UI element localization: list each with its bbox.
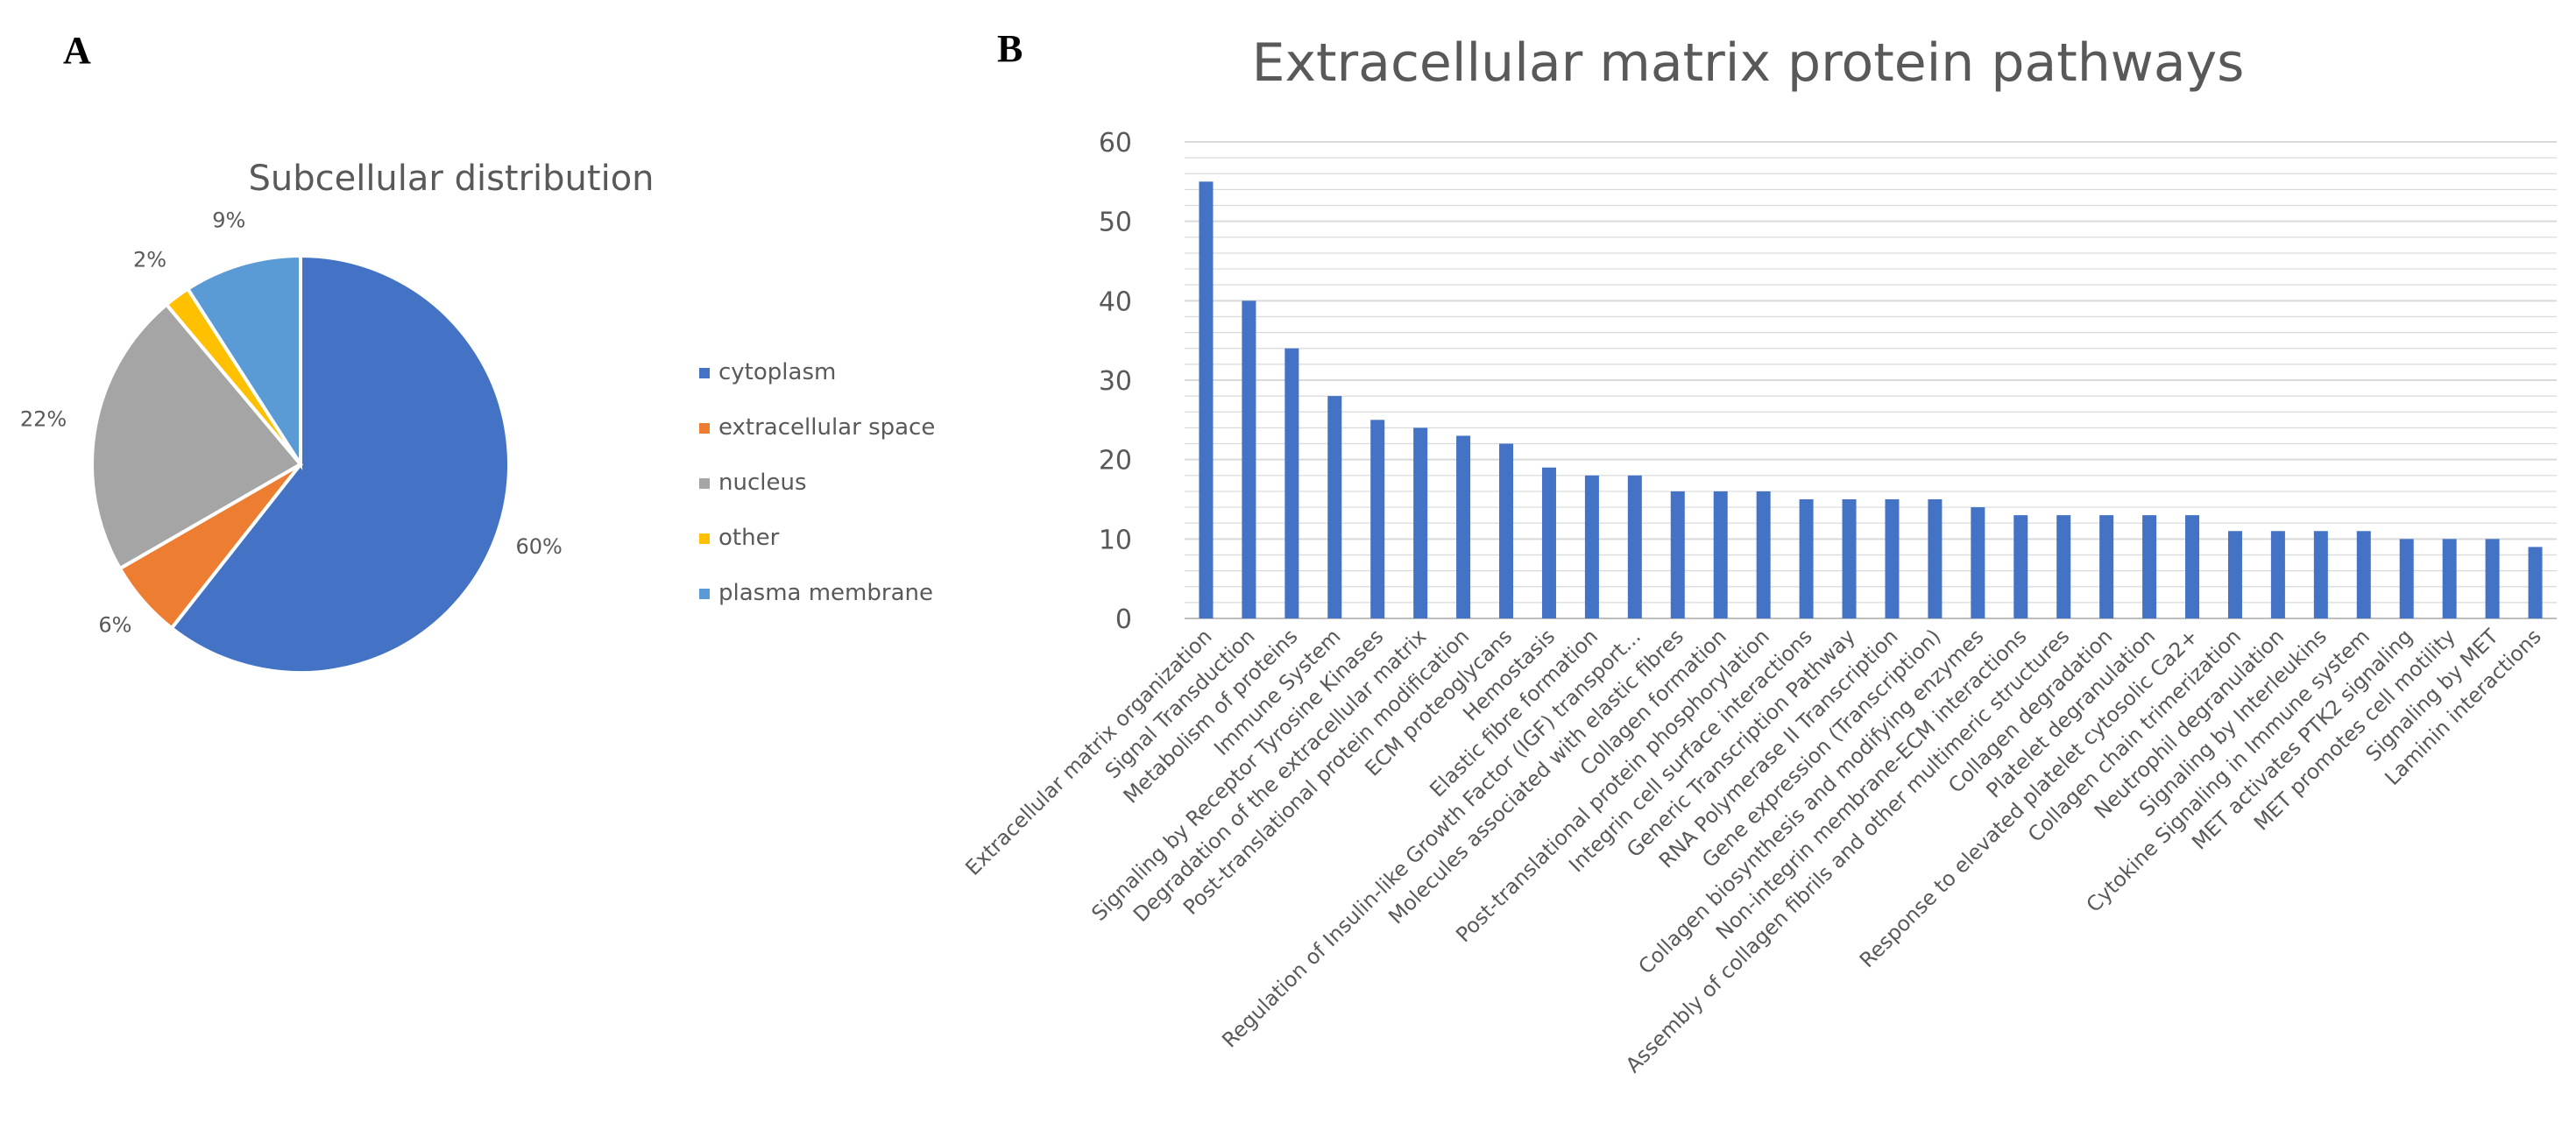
- bar-chart-title: Extracellular matrix protein pathways: [1252, 32, 2245, 94]
- bar-molecules-associated-with-elastic-fibres: [1670, 491, 1685, 618]
- bar-non-integrin-membrane-ecm-interactions: [2013, 515, 2028, 618]
- bar-signaling-by-interleukins: [2313, 531, 2328, 618]
- y-tick-label: 10: [1099, 525, 1132, 555]
- bar-rna-polymerase-ii-transcription: [1885, 499, 1900, 618]
- bar-ecm-proteoglycans: [1499, 443, 1514, 618]
- bar-immune-system: [1327, 396, 1342, 618]
- bar-signal-transduction: [1242, 300, 1256, 618]
- bar-cytokine-signaling-in-immune-system: [2356, 531, 2371, 618]
- bar-post-translational-protein-phosphorylation: [1756, 491, 1771, 618]
- bar-assembly-of-collagen-fibrils-and-other-multimeric-structures: [2056, 515, 2071, 618]
- bar-signaling-by-receptor-tyrosine-kinases: [1370, 420, 1385, 618]
- bar-signaling-by-met: [2485, 539, 2500, 618]
- bar-met-activates-ptk2-signaling: [2399, 539, 2414, 618]
- pie-data-labels: 60% 6% 22% 2% 9%: [20, 208, 563, 638]
- bar-collagen-chain-trimerization: [2227, 531, 2242, 618]
- pie-data-label-other: 2%: [133, 247, 166, 272]
- legend-swatch-nucleus: [699, 478, 710, 489]
- bar-regulation-of-insulin-like-growth-factor-igf-transport: [1627, 475, 1642, 618]
- y-tick-label: 60: [1099, 128, 1132, 159]
- pie-slice-nucleus: [90, 301, 304, 571]
- bar-response-to-elevated-platelet-cytosolic-ca2: [2185, 515, 2200, 618]
- bar-x-axis: Extracellular matrix organizationSignal …: [960, 624, 2546, 1077]
- bar-degradation-of-the-extracellular-matrix: [1413, 427, 1428, 618]
- pie-slice-cytoplasm: [169, 253, 511, 674]
- bar-collagen-biosynthesis-and-modifying-enzymes: [1971, 507, 1985, 618]
- bar-met-promotes-cell-motility: [2442, 539, 2457, 618]
- legend-label-extracellular-space: extracellular space: [718, 414, 935, 441]
- pie-chart: Subcellular distribution 60% 6% 22% 2% 9% cy…: [20, 159, 935, 674]
- y-tick-label: 0: [1115, 604, 1132, 635]
- bar-series: [1199, 181, 2543, 619]
- pie-data-label-plasma-membrane: 9%: [212, 208, 245, 233]
- legend-label-other: other: [718, 525, 780, 551]
- bar-collagen-formation: [1713, 491, 1728, 618]
- panel-b-label: B: [997, 27, 1023, 70]
- bar-gridlines: [1185, 141, 2557, 619]
- y-tick-label: 20: [1099, 446, 1132, 477]
- bar-integrin-cell-surface-interactions: [1799, 499, 1814, 618]
- x-category-label: Signaling by Receptor Tyrosine Kinases: [1086, 624, 1388, 925]
- legend-swatch-extracellular-space: [699, 423, 710, 434]
- bar-y-axis: 0 10 20 30 40 50 60: [1099, 128, 1132, 635]
- legend-swatch-cytoplasm: [699, 368, 710, 378]
- y-tick-label: 30: [1099, 366, 1132, 397]
- legend-swatch-plasma-membrane: [699, 589, 710, 599]
- bar-metabolism-of-proteins: [1284, 348, 1299, 618]
- bar-collagen-degradation: [2099, 515, 2114, 618]
- legend-label-nucleus: nucleus: [718, 470, 807, 496]
- bar-neutrophil-degranulation: [2270, 531, 2285, 618]
- bar-platelet-degranulation: [2142, 515, 2157, 618]
- bar-hemostasis: [1541, 467, 1556, 618]
- bar-extracellular-matrix-organization: [1199, 181, 1214, 619]
- bar-generic-transcription-pathway: [1842, 499, 1857, 618]
- legend-swatch-other: [699, 533, 710, 544]
- pie-slice-plasma-membrane: [185, 253, 302, 470]
- legend-label-cytoplasm: cytoplasm: [718, 359, 836, 385]
- bar-post-translational-protein-modification: [1456, 435, 1471, 618]
- pie-legend: cytoplasm extracellular space nucleus other…: [699, 359, 935, 606]
- pie-chart-title: Subcellular distribution: [248, 159, 654, 199]
- bar-gene-expression-transcription: [1928, 499, 1943, 618]
- bar-elastic-fibre-formation: [1584, 475, 1599, 618]
- legend-label-plasma-membrane: plasma membrane: [718, 580, 933, 606]
- y-tick-label: 40: [1099, 286, 1132, 317]
- pie-data-label-cytoplasm: 60%: [515, 534, 562, 559]
- y-tick-label: 50: [1099, 208, 1132, 238]
- pie-data-label-nucleus: 22%: [20, 406, 67, 431]
- panel-a-label: A: [63, 29, 91, 72]
- pie-slices: [90, 253, 511, 674]
- pie-data-label-extracellular-space: 6%: [98, 612, 131, 637]
- bar-laminin-interactions: [2528, 547, 2543, 618]
